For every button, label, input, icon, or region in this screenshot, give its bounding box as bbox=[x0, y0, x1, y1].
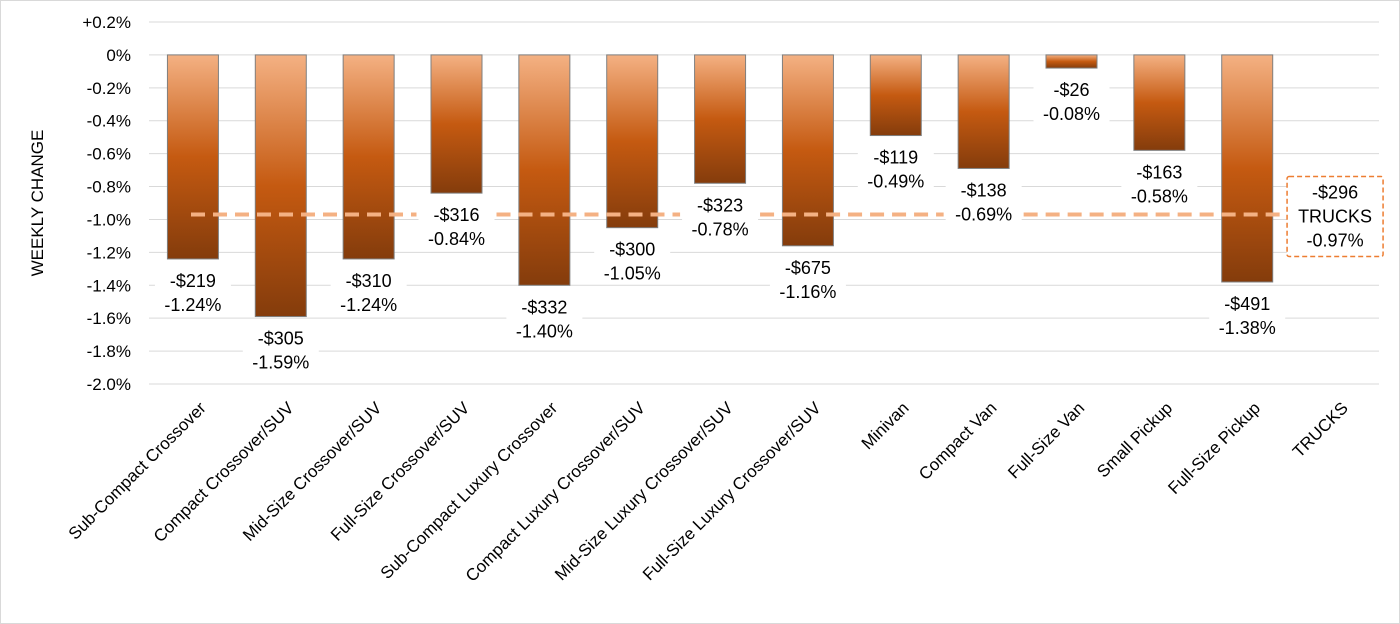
data-label-bg bbox=[242, 326, 319, 373]
x-category-label: Small Pickup bbox=[1093, 398, 1176, 481]
data-label-dollar: -$675 bbox=[785, 258, 831, 278]
reference-line-group: -$296 TRUCKS -0.97% bbox=[191, 175, 1384, 258]
data-label-bg bbox=[945, 178, 1022, 225]
data-label-bg bbox=[769, 255, 846, 302]
bar bbox=[694, 54, 747, 184]
y-tick-label: -1.4% bbox=[87, 276, 131, 295]
x-category-label: Mid-Size Crossover/SUV bbox=[239, 398, 386, 545]
x-category-label: Minivan bbox=[858, 398, 913, 453]
x-category-label: Compact Crossover/SUV bbox=[150, 398, 298, 546]
bar bbox=[1045, 54, 1098, 69]
bar bbox=[430, 54, 483, 194]
data-label-dollar: -$323 bbox=[697, 195, 743, 215]
data-label-bg bbox=[1033, 78, 1110, 125]
data-label-bg bbox=[1209, 291, 1286, 338]
bar bbox=[869, 54, 922, 137]
data-label-percent: -0.69% bbox=[955, 204, 1012, 224]
data-labels: -$219 -1.24% -$305 -1.59% -$310 -1.24% -$316 -0… bbox=[154, 78, 1286, 373]
data-label-bg bbox=[857, 145, 934, 192]
data-label-bg bbox=[506, 295, 583, 342]
y-axis-ticks: +0.2% 0% -0.2% -0.4% -0.6% -0.8% -1.0% -1.2% -1.… bbox=[82, 13, 131, 394]
x-category-label: Full-Size Van bbox=[1004, 398, 1088, 482]
bar bbox=[781, 54, 834, 247]
data-label-percent: -1.59% bbox=[252, 353, 309, 373]
data-label-percent: -0.84% bbox=[428, 229, 485, 249]
data-label-bg bbox=[154, 268, 231, 315]
data-label-percent: -0.58% bbox=[1131, 186, 1188, 206]
y-tick-label: 0% bbox=[106, 46, 131, 65]
data-label-percent: -0.49% bbox=[867, 172, 924, 192]
data-label-percent: -1.40% bbox=[516, 321, 573, 341]
x-category-label: TRUCKS bbox=[1289, 398, 1352, 461]
reference-label-box bbox=[1286, 175, 1384, 258]
data-label-percent: -0.78% bbox=[692, 219, 749, 239]
data-label-bg bbox=[330, 268, 407, 315]
reference-label: TRUCKS bbox=[1298, 207, 1372, 227]
data-label-percent: -1.38% bbox=[1219, 318, 1276, 338]
reference-label: -0.97% bbox=[1307, 231, 1364, 251]
data-label-dollar: -$491 bbox=[1224, 294, 1270, 314]
data-label-dollar: -$26 bbox=[1053, 80, 1089, 100]
y-tick-label: -1.8% bbox=[87, 342, 131, 361]
bar bbox=[957, 54, 1010, 169]
bar bbox=[166, 54, 219, 260]
bar bbox=[1133, 54, 1186, 151]
data-label-bg bbox=[682, 193, 759, 240]
data-label-bg bbox=[1121, 160, 1198, 207]
x-category-label: Full-Size Crossover/SUV bbox=[327, 398, 474, 545]
x-category-label: Sub-Compact Luxury Crossover bbox=[377, 398, 562, 583]
data-label-dollar: -$300 bbox=[609, 240, 655, 260]
data-label-dollar: -$119 bbox=[873, 148, 918, 168]
data-label-percent: -1.24% bbox=[340, 295, 397, 315]
y-tick-label: -1.6% bbox=[87, 309, 131, 328]
data-label-percent: -0.08% bbox=[1043, 104, 1100, 124]
bar bbox=[254, 54, 307, 318]
data-label-dollar: -$305 bbox=[258, 329, 304, 349]
x-category-label: Full-Size Luxury Crossover/SUV bbox=[639, 398, 825, 584]
y-tick-label: -0.8% bbox=[87, 178, 131, 197]
data-label-dollar: -$163 bbox=[1136, 162, 1182, 182]
data-label-bg bbox=[594, 237, 671, 284]
bar bbox=[342, 54, 395, 260]
x-category-label: Sub-Compact Crossover bbox=[65, 398, 210, 543]
y-tick-label: -2.0% bbox=[87, 375, 131, 394]
bar bbox=[606, 54, 659, 229]
data-label-dollar: -$138 bbox=[961, 180, 1007, 200]
x-category-label: Full-Size Pickup bbox=[1164, 398, 1264, 498]
bar bbox=[518, 54, 571, 286]
bar bbox=[1221, 54, 1274, 283]
y-axis-title: WEEKLY CHANGE bbox=[28, 130, 47, 277]
data-label-percent: -1.24% bbox=[164, 295, 221, 315]
data-label-dollar: -$219 bbox=[170, 271, 216, 291]
y-tick-label: -0.6% bbox=[87, 145, 131, 164]
y-tick-label: -0.2% bbox=[87, 79, 131, 98]
bars bbox=[166, 54, 1274, 318]
data-label-dollar: -$316 bbox=[433, 205, 479, 225]
y-tick-label: -0.4% bbox=[87, 112, 131, 131]
reference-label: -$296 bbox=[1312, 183, 1358, 203]
data-label-bg bbox=[418, 203, 495, 250]
y-tick-label: -1.0% bbox=[87, 210, 131, 229]
x-category-label: Compact Van bbox=[915, 398, 1000, 483]
data-label-percent: -1.16% bbox=[779, 282, 836, 302]
y-tick-label: -1.2% bbox=[87, 243, 131, 262]
data-label-dollar: -$332 bbox=[521, 297, 567, 317]
y-tick-label: +0.2% bbox=[82, 13, 131, 32]
data-label-percent: -1.05% bbox=[604, 264, 661, 284]
data-label-dollar: -$310 bbox=[346, 271, 392, 291]
x-category-label: Compact Luxury Crossover/SUV bbox=[462, 398, 650, 586]
x-category-label: Mid-Size Luxury Crossover/SUV bbox=[551, 398, 737, 584]
